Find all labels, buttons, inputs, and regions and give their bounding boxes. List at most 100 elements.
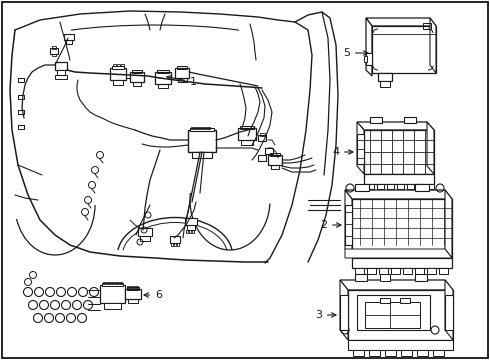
Bar (415, 268, 424, 274)
Bar (158, 84, 168, 88)
Bar (138, 228, 152, 236)
Text: 1: 1 (167, 76, 197, 87)
Bar (188, 130, 216, 152)
Polygon shape (372, 26, 436, 73)
Polygon shape (348, 340, 453, 350)
Bar (133, 82, 141, 86)
Bar (113, 80, 123, 85)
Bar (103, 282, 106, 284)
Polygon shape (357, 122, 364, 174)
Bar (104, 303, 121, 309)
Bar (140, 236, 150, 241)
Polygon shape (357, 295, 430, 330)
Bar (271, 165, 279, 169)
Bar (427, 184, 434, 189)
Polygon shape (348, 290, 453, 340)
Bar (110, 68, 126, 80)
Bar (130, 72, 144, 82)
Bar (238, 128, 256, 140)
Bar (64, 34, 74, 40)
Bar (196, 127, 200, 129)
Bar (404, 117, 416, 123)
Polygon shape (364, 130, 434, 174)
Bar (119, 282, 122, 284)
Bar (385, 350, 396, 356)
Bar (135, 286, 138, 288)
Bar (367, 268, 376, 274)
Polygon shape (365, 302, 420, 328)
Bar (102, 283, 123, 286)
Bar (185, 218, 197, 225)
Bar (260, 133, 265, 136)
Text: 4: 4 (332, 147, 353, 157)
Bar (112, 66, 124, 69)
Bar (433, 350, 444, 356)
Bar (125, 289, 141, 299)
Bar (128, 299, 138, 303)
Bar (192, 152, 212, 158)
Bar (240, 126, 254, 129)
Polygon shape (445, 295, 453, 330)
Bar (415, 184, 429, 191)
Bar (391, 268, 400, 274)
Bar (127, 286, 130, 288)
Polygon shape (427, 122, 434, 174)
Bar (380, 298, 390, 303)
Bar (439, 268, 448, 274)
Polygon shape (445, 190, 452, 258)
Bar (171, 243, 173, 246)
Bar (178, 78, 187, 82)
Bar (50, 48, 58, 54)
Text: 5: 5 (343, 48, 368, 58)
Bar (387, 184, 394, 189)
Bar (177, 243, 179, 246)
Bar (401, 350, 412, 356)
Bar (355, 274, 367, 281)
Bar (400, 298, 410, 303)
Bar (187, 225, 195, 230)
Bar (377, 184, 384, 189)
Bar (380, 81, 390, 87)
Polygon shape (366, 18, 436, 26)
Bar (121, 64, 124, 66)
Polygon shape (445, 280, 453, 340)
Bar (397, 184, 404, 189)
Bar (113, 64, 116, 66)
Bar (353, 350, 364, 356)
Polygon shape (345, 205, 352, 245)
Polygon shape (364, 174, 434, 184)
Polygon shape (340, 280, 453, 290)
Bar (18, 125, 24, 129)
Bar (407, 184, 414, 189)
Bar (370, 117, 382, 123)
Bar (127, 287, 139, 290)
Bar (175, 68, 189, 78)
Polygon shape (340, 280, 348, 340)
Bar (268, 155, 282, 165)
Bar (378, 73, 392, 81)
Bar (206, 127, 210, 129)
Bar (52, 46, 56, 49)
Bar (157, 70, 169, 73)
Bar (107, 282, 110, 284)
Bar (423, 23, 431, 29)
Text: 3: 3 (315, 310, 336, 320)
Text: 6: 6 (144, 290, 162, 300)
Polygon shape (366, 18, 372, 76)
Bar (415, 274, 427, 281)
Bar (155, 72, 171, 84)
Bar (367, 184, 374, 189)
Polygon shape (352, 199, 452, 258)
Polygon shape (357, 122, 434, 130)
Bar (66, 40, 72, 44)
Bar (403, 268, 412, 274)
Text: 2: 2 (320, 220, 341, 230)
Bar (369, 350, 380, 356)
Bar (270, 153, 280, 156)
Bar (417, 350, 428, 356)
Bar (52, 54, 56, 56)
Polygon shape (352, 258, 452, 268)
Polygon shape (357, 134, 364, 164)
Polygon shape (345, 190, 452, 199)
Polygon shape (345, 249, 452, 258)
